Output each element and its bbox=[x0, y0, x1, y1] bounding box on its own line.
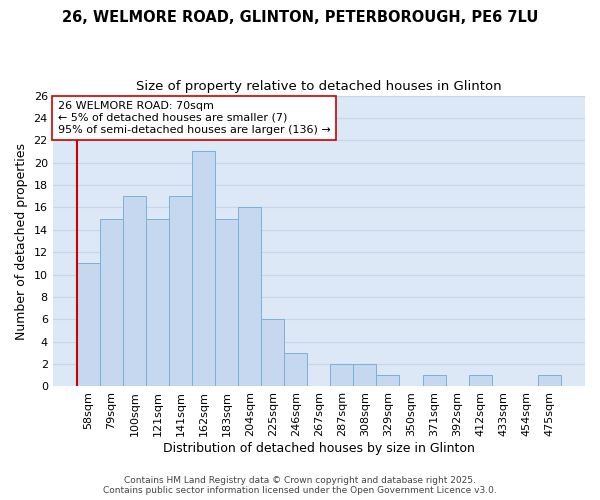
Bar bbox=[422, 376, 446, 386]
Text: 26 WELMORE ROAD: 70sqm
← 5% of detached houses are smaller (7)
95% of semi-detac: 26 WELMORE ROAD: 70sqm ← 5% of detached … bbox=[58, 102, 331, 134]
Bar bbox=[469, 376, 491, 386]
Y-axis label: Number of detached properties: Number of detached properties bbox=[15, 142, 28, 340]
X-axis label: Distribution of detached houses by size in Glinton: Distribution of detached houses by size … bbox=[163, 442, 475, 455]
Bar bbox=[146, 218, 169, 386]
Bar bbox=[238, 208, 261, 386]
Bar bbox=[261, 320, 284, 386]
Bar bbox=[100, 218, 123, 386]
Bar bbox=[77, 264, 100, 386]
Bar bbox=[284, 353, 307, 386]
Text: 26, WELMORE ROAD, GLINTON, PETERBOROUGH, PE6 7LU: 26, WELMORE ROAD, GLINTON, PETERBOROUGH,… bbox=[62, 10, 538, 25]
Bar bbox=[376, 376, 400, 386]
Bar bbox=[215, 218, 238, 386]
Title: Size of property relative to detached houses in Glinton: Size of property relative to detached ho… bbox=[136, 80, 502, 93]
Bar bbox=[331, 364, 353, 386]
Bar bbox=[123, 196, 146, 386]
Bar bbox=[538, 376, 561, 386]
Bar bbox=[353, 364, 376, 386]
Bar bbox=[169, 196, 192, 386]
Text: Contains HM Land Registry data © Crown copyright and database right 2025.
Contai: Contains HM Land Registry data © Crown c… bbox=[103, 476, 497, 495]
Bar bbox=[192, 152, 215, 386]
